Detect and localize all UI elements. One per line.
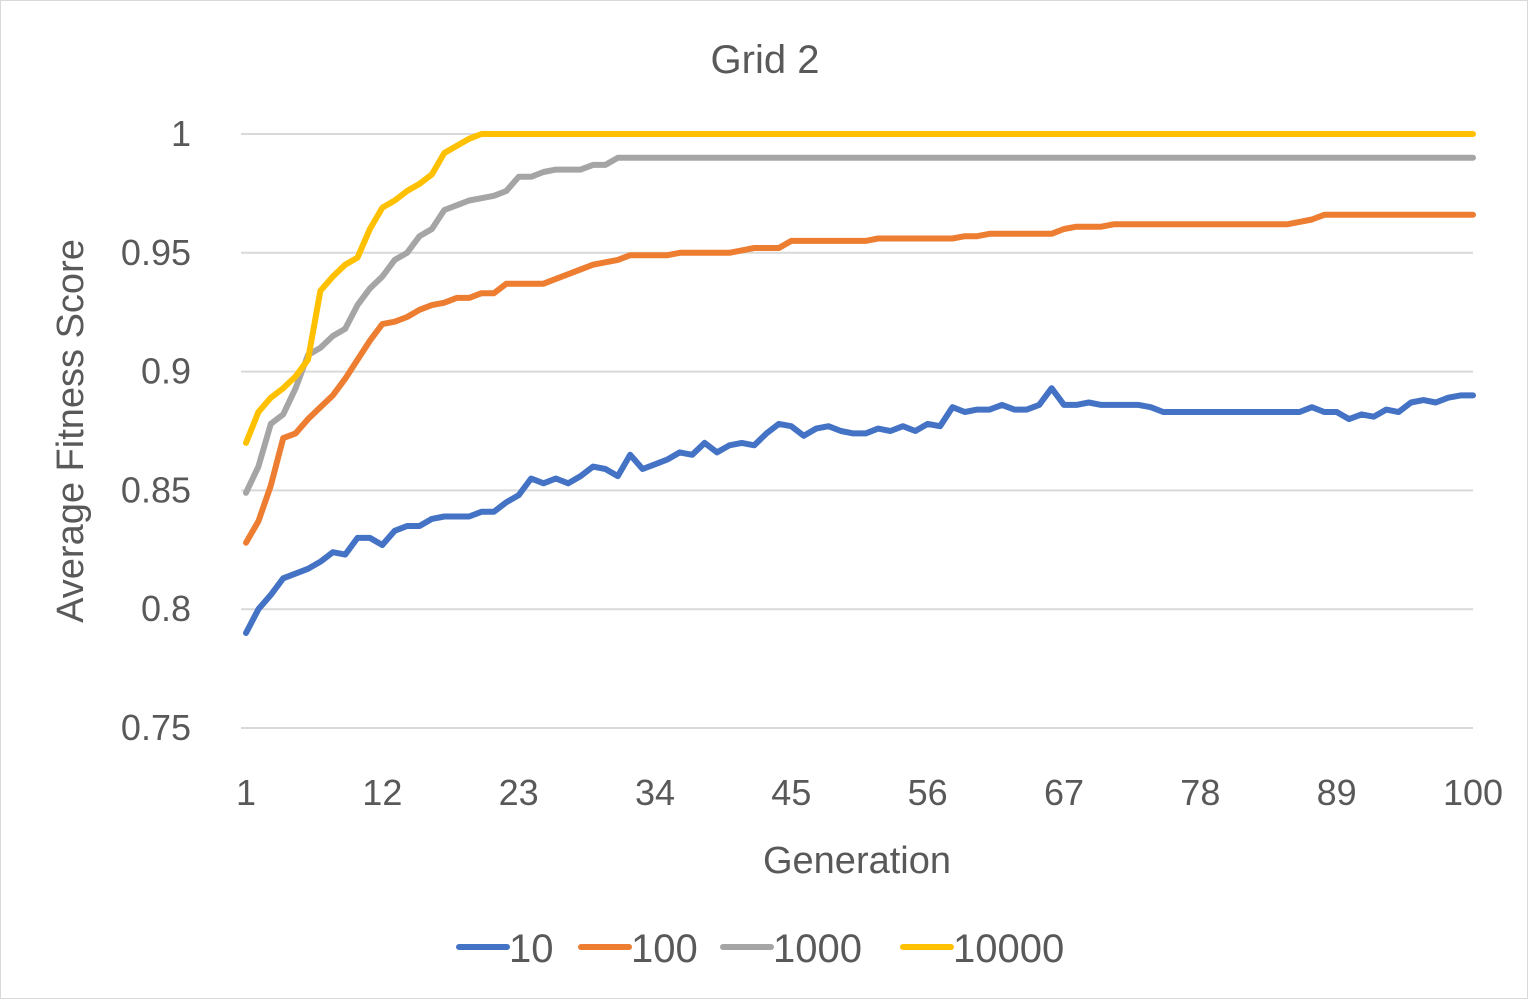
x-tick-label: 67 <box>1044 772 1084 813</box>
x-tick-label: 100 <box>1443 772 1503 813</box>
y-axis-ticks: 0.75 0.8 0.85 0.9 0.95 1 <box>121 113 191 748</box>
x-tick-label: 1 <box>236 772 256 813</box>
series-line-100 <box>243 211 1476 546</box>
x-axis-ticks: 1 12 23 34 45 56 67 78 89 100 <box>236 772 1503 813</box>
y-tick-label: 0.95 <box>121 232 191 273</box>
legend-label-10: 10 <box>509 927 554 971</box>
x-tick-label: 78 <box>1180 772 1220 813</box>
y-tick-label: 1 <box>171 113 191 154</box>
y-axis-title: Average Fitness Score <box>50 239 92 623</box>
y-tick-label: 0.8 <box>141 588 191 629</box>
legend-label-100: 100 <box>631 927 698 971</box>
y-tick-label: 0.9 <box>141 351 191 392</box>
x-tick-label: 34 <box>635 772 675 813</box>
series-lines <box>243 131 1476 636</box>
y-tick-label: 0.85 <box>121 469 191 510</box>
legend-label-10000: 10000 <box>953 927 1064 971</box>
legend: 10 100 1000 10000 <box>456 927 1064 971</box>
x-tick-label: 45 <box>771 772 811 813</box>
x-tick-label: 12 <box>362 772 402 813</box>
x-axis-title: Generation <box>763 840 951 882</box>
x-tick-label: 23 <box>499 772 539 813</box>
x-tick-label: 89 <box>1317 772 1357 813</box>
x-tick-label: 56 <box>908 772 948 813</box>
series-line-10 <box>243 385 1476 636</box>
y-tick-label: 0.75 <box>121 707 191 748</box>
series-line-1000 <box>243 154 1476 496</box>
series-line-10000 <box>243 131 1476 446</box>
legend-label-1000: 1000 <box>773 927 862 971</box>
chart-title: Grid 2 <box>711 38 820 82</box>
